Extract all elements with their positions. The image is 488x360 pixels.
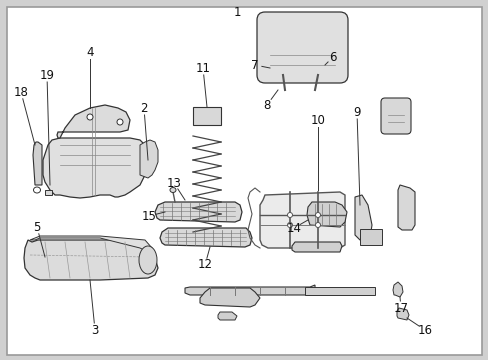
Text: 8: 8 <box>263 99 270 112</box>
Text: 11: 11 <box>195 62 210 75</box>
Polygon shape <box>24 240 158 280</box>
Ellipse shape <box>34 187 41 193</box>
Polygon shape <box>396 308 408 320</box>
Polygon shape <box>155 202 242 222</box>
Text: 18: 18 <box>14 86 28 99</box>
Text: 17: 17 <box>393 302 407 315</box>
Circle shape <box>117 119 123 125</box>
Polygon shape <box>306 202 346 227</box>
Bar <box>193 107 221 125</box>
Polygon shape <box>33 142 42 185</box>
Text: 4: 4 <box>86 45 94 59</box>
Polygon shape <box>218 312 237 320</box>
Text: 15: 15 <box>141 210 156 222</box>
Polygon shape <box>184 285 314 295</box>
Circle shape <box>287 222 292 228</box>
Text: 9: 9 <box>352 105 360 118</box>
Bar <box>305 287 374 295</box>
Circle shape <box>87 114 93 120</box>
FancyBboxPatch shape <box>380 98 410 134</box>
Text: 13: 13 <box>166 176 181 189</box>
Polygon shape <box>45 190 52 195</box>
Circle shape <box>315 212 320 217</box>
Polygon shape <box>160 228 251 247</box>
Ellipse shape <box>139 246 157 274</box>
Text: 7: 7 <box>251 59 258 72</box>
Text: 6: 6 <box>328 50 336 63</box>
Bar <box>7 7 481 355</box>
Polygon shape <box>392 282 402 297</box>
Polygon shape <box>200 288 260 307</box>
Text: 1: 1 <box>233 5 240 18</box>
Polygon shape <box>260 192 345 248</box>
Text: 3: 3 <box>91 324 99 337</box>
Text: 16: 16 <box>417 324 431 337</box>
Text: 5: 5 <box>33 220 41 234</box>
Text: 14: 14 <box>286 221 301 234</box>
Text: 19: 19 <box>40 68 54 81</box>
Polygon shape <box>291 242 341 252</box>
Polygon shape <box>397 185 414 230</box>
FancyBboxPatch shape <box>257 12 347 83</box>
Polygon shape <box>354 195 371 240</box>
Circle shape <box>315 222 320 228</box>
Polygon shape <box>140 140 158 178</box>
Bar <box>359 229 381 245</box>
Circle shape <box>287 212 292 217</box>
Polygon shape <box>57 105 130 138</box>
Text: 2: 2 <box>140 102 147 114</box>
Text: 10: 10 <box>310 113 325 126</box>
Ellipse shape <box>170 188 176 193</box>
Polygon shape <box>43 138 148 198</box>
Polygon shape <box>30 236 152 252</box>
Text: 12: 12 <box>197 258 212 271</box>
